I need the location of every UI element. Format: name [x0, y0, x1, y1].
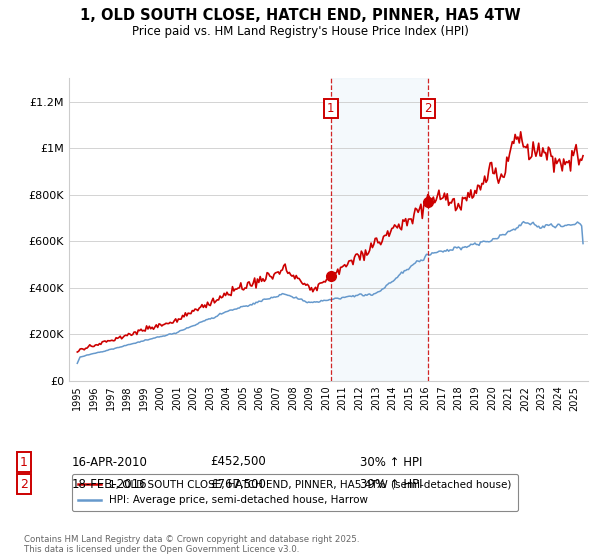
- Text: 39% ↑ HPI: 39% ↑ HPI: [360, 478, 422, 491]
- Text: £452,500: £452,500: [210, 455, 266, 469]
- Legend: 1, OLD SOUTH CLOSE, HATCH END, PINNER, HA5 4TW (semi-detached house), HPI: Avera: 1, OLD SOUTH CLOSE, HATCH END, PINNER, H…: [71, 474, 518, 511]
- Text: 30% ↑ HPI: 30% ↑ HPI: [360, 455, 422, 469]
- Text: 2: 2: [424, 102, 431, 115]
- Text: £767,500: £767,500: [210, 478, 266, 491]
- Text: 2: 2: [20, 478, 28, 491]
- Bar: [331, 78, 428, 381]
- Text: 18-FEB-2016: 18-FEB-2016: [72, 478, 148, 491]
- Text: 16-APR-2010: 16-APR-2010: [72, 455, 148, 469]
- Text: Price paid vs. HM Land Registry's House Price Index (HPI): Price paid vs. HM Land Registry's House …: [131, 25, 469, 38]
- Text: 1, OLD SOUTH CLOSE, HATCH END, PINNER, HA5 4TW: 1, OLD SOUTH CLOSE, HATCH END, PINNER, H…: [80, 8, 520, 24]
- Text: Contains HM Land Registry data © Crown copyright and database right 2025.
This d: Contains HM Land Registry data © Crown c…: [24, 535, 359, 554]
- Text: 1: 1: [327, 102, 335, 115]
- Text: 1: 1: [20, 455, 28, 469]
